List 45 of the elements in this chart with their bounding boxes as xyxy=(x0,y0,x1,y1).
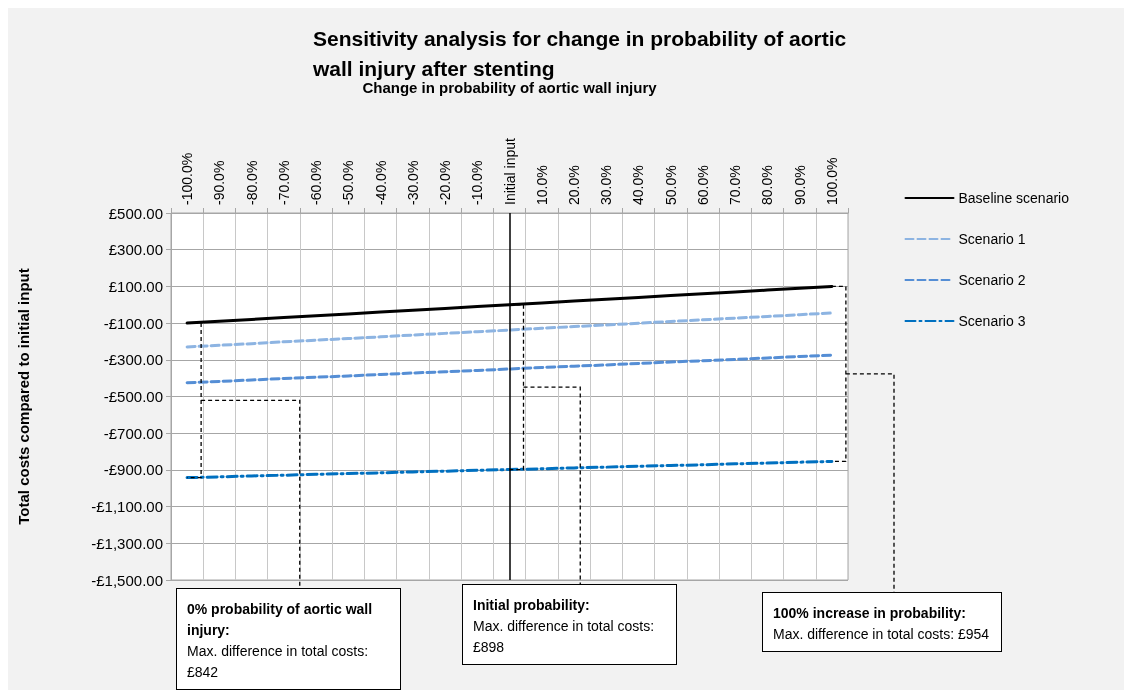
x-tick-label: 80.0% xyxy=(759,165,776,205)
x-tick-label: 20.0% xyxy=(565,165,582,205)
text: Initial probability: Max. difference in total costs: £898 xyxy=(473,596,656,657)
y-tick-label: -£1,500.00 xyxy=(91,571,163,589)
line-series xyxy=(185,311,834,349)
x-tick-label: 70.0% xyxy=(727,165,744,205)
text: 100% increase in probability: Max. difference in total costs: £954 xyxy=(773,604,991,644)
x-tick-label: 50.0% xyxy=(662,165,679,205)
y-tick-label: £100.00 xyxy=(108,277,163,295)
x-tick-label: 40.0% xyxy=(630,165,647,205)
x-tick-label: 30.0% xyxy=(598,165,615,205)
x-tick-label: -70.0% xyxy=(275,160,292,205)
x-tick-label: -60.0% xyxy=(308,160,325,205)
y-axis-title: Total costs compared to initial input xyxy=(15,268,32,525)
x-tick-label: 100.0% xyxy=(823,157,840,205)
y-tick-label: -£700.00 xyxy=(103,424,163,442)
x-tick-label: -50.0% xyxy=(340,160,357,205)
legend-label: Scenario 2 xyxy=(958,272,1026,288)
x-tick-label: Initial input xyxy=(501,137,518,205)
y-tick-label: -£100.00 xyxy=(103,314,163,332)
y-tick-label: £300.00 xyxy=(108,241,163,259)
y-tick-label: -£1,300.00 xyxy=(91,534,163,552)
y-tick-label: -£900.00 xyxy=(103,461,163,479)
x-tick-label: 10.0% xyxy=(533,165,550,205)
legend-label: Scenario 1 xyxy=(958,231,1026,247)
x-tick-label: -20.0% xyxy=(437,160,454,205)
x-tick-label: -100.0% xyxy=(179,152,196,205)
legend-label: Baseline scenario xyxy=(958,190,1070,206)
text: 0% probability of aortic wall injury: Max. difference in total costs: £842 xyxy=(187,600,374,682)
y-tick-label: -£500.00 xyxy=(103,388,163,405)
x-tick-label: -40.0% xyxy=(372,160,389,205)
x-axis-title: Change in probability of aortic wall injury xyxy=(362,79,658,96)
x-tick-label: -80.0% xyxy=(243,160,260,205)
y-tick-label: -£300.00 xyxy=(103,351,163,369)
y-tick-label: £500.00 xyxy=(108,204,163,222)
legend-label: Scenario 3 xyxy=(958,313,1026,329)
line-series xyxy=(185,459,834,480)
x-tick-label: -10.0% xyxy=(469,160,486,205)
x-tick-label: 90.0% xyxy=(791,165,808,205)
x-tick-label: -30.0% xyxy=(404,160,421,205)
y-tick-label: -£1,100.00 xyxy=(91,498,163,516)
line-series xyxy=(185,353,834,385)
x-tick-label: 60.0% xyxy=(694,165,711,205)
x-tick-label: -90.0% xyxy=(211,160,228,205)
chart-title: Sensitivity analysis for change in probability of aortic wall injury after stenting xyxy=(312,26,853,80)
